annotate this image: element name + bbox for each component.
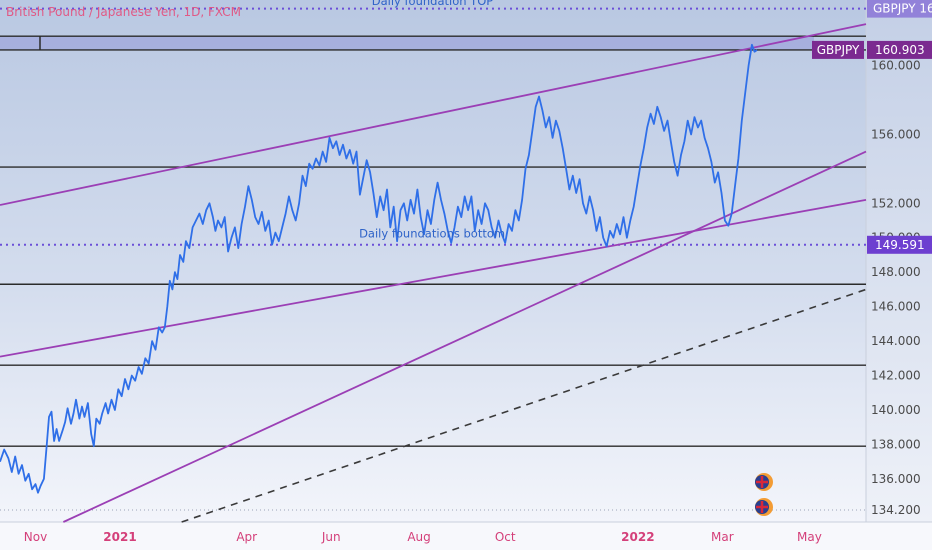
- y-tick-label: 152.000: [871, 196, 921, 210]
- level-price-label: 149.591: [875, 238, 925, 252]
- last-price-label: 160.903: [875, 43, 925, 57]
- price-axis-background: [866, 0, 932, 522]
- y-tick-label: 142.000: [871, 369, 921, 383]
- y-tick-label: 160.000: [871, 58, 921, 72]
- x-tick-label: Apr: [236, 530, 257, 544]
- annotation-label: Daily foundation TOP: [372, 0, 494, 8]
- annotation-label: Daily foundations bottom: [359, 227, 505, 241]
- price-series-line: [0, 43, 758, 494]
- trendline: [0, 198, 867, 358]
- uk-flag-icon: [755, 473, 773, 491]
- plot-background: [0, 0, 866, 522]
- y-tick-label: 146.000: [871, 300, 921, 314]
- top-level-tag-label: GBPJPY 163: [873, 2, 932, 16]
- japan-flag-icon: [755, 498, 773, 516]
- x-tick-label: May: [797, 530, 822, 544]
- y-tick-label: 138.000: [871, 437, 921, 451]
- y-tick-label: 156.000: [871, 127, 921, 141]
- chart-title: British Pound / Japanese Yen, 1D, FXCM: [6, 5, 241, 19]
- x-tick-label: Aug: [407, 530, 430, 544]
- resistance-zone: [0, 36, 814, 50]
- x-tick-label: Nov: [24, 530, 47, 544]
- trendline: [0, 23, 867, 206]
- y-tick-label: 136.000: [871, 472, 921, 486]
- flag-icons: [755, 473, 773, 516]
- x-tick-label: Mar: [711, 530, 734, 544]
- level-price-tag: [867, 235, 932, 254]
- x-tick-label: 2021: [103, 530, 136, 544]
- y-tick-label: 134.200: [871, 503, 921, 517]
- dashed-trendline: [181, 288, 867, 523]
- symbol-tag-label: GBPJPY: [817, 43, 860, 57]
- last-price-tag: [867, 40, 932, 59]
- y-tick-label: 148.000: [871, 265, 921, 279]
- x-tick-label: Jun: [321, 530, 341, 544]
- x-tick-label: 2022: [621, 530, 654, 544]
- x-tick-label: Oct: [495, 530, 516, 544]
- symbol-tag: [812, 40, 864, 59]
- time-axis-background: [0, 522, 932, 550]
- y-tick-label: 144.000: [871, 334, 921, 348]
- y-tick-label: 140.000: [871, 403, 921, 417]
- top-level-tag: [867, 0, 932, 18]
